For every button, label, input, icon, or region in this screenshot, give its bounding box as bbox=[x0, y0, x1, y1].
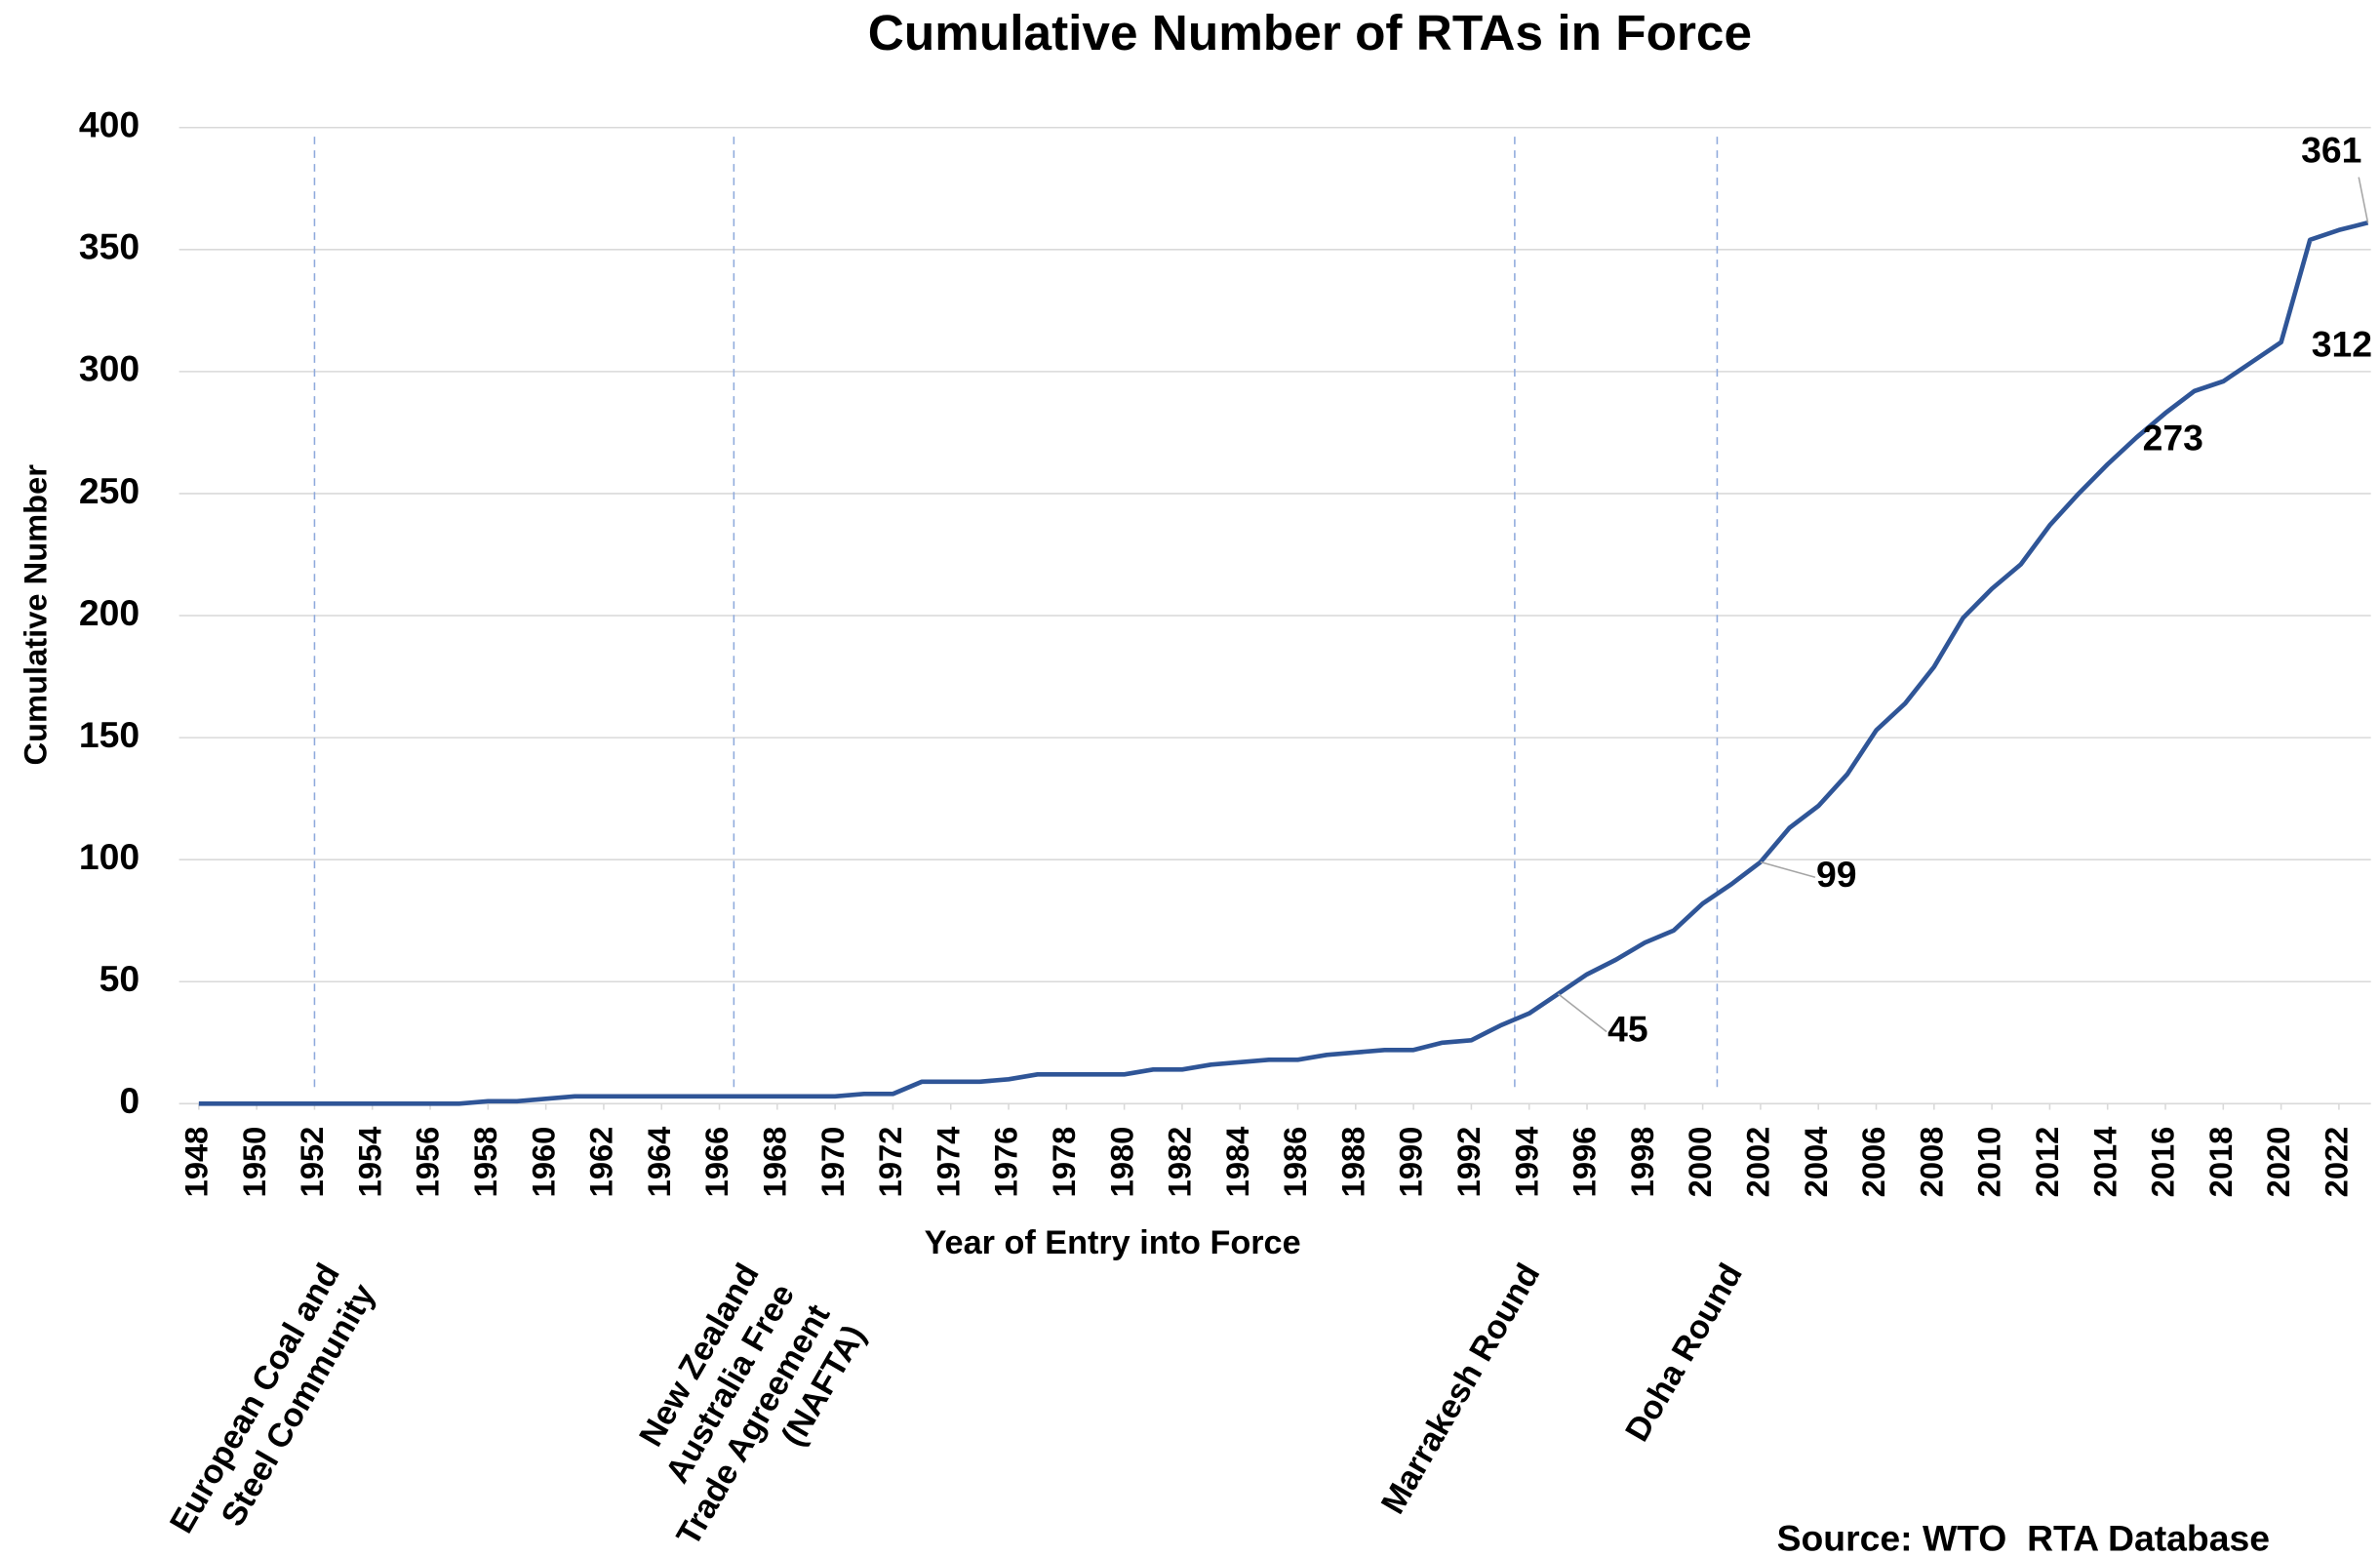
y-tick-label: 100 bbox=[79, 836, 139, 877]
x-tick-label: 1970 bbox=[814, 1127, 851, 1198]
x-tick-label: 2008 bbox=[1913, 1127, 1949, 1198]
x-tick-label: 1962 bbox=[583, 1127, 619, 1198]
x-tick-label: 2020 bbox=[2260, 1127, 2296, 1198]
x-tick-label: 1972 bbox=[872, 1127, 908, 1198]
data-label: 45 bbox=[1607, 1009, 1648, 1050]
y-tick-label: 350 bbox=[79, 226, 139, 267]
y-tick-label: 300 bbox=[79, 348, 139, 389]
data-label: 361 bbox=[2301, 130, 2361, 171]
x-tick-label: 2010 bbox=[1971, 1127, 2007, 1198]
x-tick-label: 2006 bbox=[1855, 1127, 1891, 1198]
label-leader bbox=[1760, 860, 1816, 878]
x-tick-label: 1974 bbox=[930, 1127, 966, 1198]
x-tick-label: 1982 bbox=[1162, 1127, 1198, 1198]
y-tick-label: 150 bbox=[79, 714, 139, 755]
y-axis-label: Cumulative Number bbox=[18, 464, 54, 766]
x-tick-label: 2016 bbox=[2145, 1127, 2181, 1198]
x-tick-label: 1996 bbox=[1567, 1127, 1603, 1198]
label-leader bbox=[1557, 993, 1607, 1033]
x-tick-label: 1948 bbox=[178, 1127, 214, 1198]
x-tick-label: 1950 bbox=[236, 1127, 272, 1198]
x-tick-label: 1960 bbox=[525, 1127, 561, 1198]
x-tick-label: 2002 bbox=[1740, 1127, 1776, 1198]
y-tick-label: 0 bbox=[119, 1080, 139, 1121]
x-tick-label: 1986 bbox=[1277, 1127, 1313, 1198]
x-tick-label: 1958 bbox=[467, 1127, 503, 1198]
x-tick-label: 1978 bbox=[1046, 1127, 1082, 1198]
x-tick-label: 1966 bbox=[698, 1127, 734, 1198]
x-tick-label: 1988 bbox=[1334, 1127, 1370, 1198]
x-tick-label: 2012 bbox=[2029, 1127, 2065, 1198]
x-tick-label: 1984 bbox=[1219, 1127, 1255, 1198]
x-tick-label: 1976 bbox=[988, 1127, 1024, 1198]
x-tick-label: 2014 bbox=[2086, 1127, 2122, 1198]
event-label: Doha Round bbox=[1618, 1258, 1750, 1448]
x-tick-label: 1956 bbox=[410, 1127, 446, 1198]
x-tick-label: 1980 bbox=[1103, 1127, 1139, 1198]
data-label: 273 bbox=[2143, 417, 2203, 458]
chart-title: Cumulative Number of RTAs in Force bbox=[868, 5, 1752, 60]
x-tick-label: 1952 bbox=[294, 1127, 330, 1198]
x-tick-label: 2000 bbox=[1682, 1127, 1718, 1198]
x-tick-label: 1998 bbox=[1624, 1127, 1660, 1198]
y-tick-label: 200 bbox=[79, 592, 139, 633]
x-axis-label: Year of Entry into Force bbox=[925, 1224, 1301, 1261]
y-tick-label: 400 bbox=[79, 104, 139, 145]
x-tick-label: 1964 bbox=[641, 1127, 677, 1198]
data-label: 99 bbox=[1816, 854, 1857, 895]
x-tick-label: 1990 bbox=[1393, 1127, 1429, 1198]
source-note: Source: WTO RTA Database bbox=[1777, 1517, 2270, 1557]
x-tick-label: 2022 bbox=[2319, 1127, 2355, 1198]
y-tick-label: 250 bbox=[79, 470, 139, 511]
x-tick-label: 1954 bbox=[351, 1127, 387, 1198]
data-line bbox=[198, 220, 2369, 1106]
x-tick-label: 2018 bbox=[2202, 1127, 2239, 1198]
y-tick-label: 50 bbox=[99, 958, 140, 999]
data-label: 312 bbox=[2312, 323, 2372, 364]
x-tick-label: 1992 bbox=[1450, 1127, 1487, 1198]
label-leader bbox=[2358, 177, 2369, 223]
x-tick-label: 2004 bbox=[1798, 1127, 1834, 1198]
event-label: Marrakesh Round bbox=[1374, 1258, 1547, 1520]
x-tick-label: 1968 bbox=[756, 1127, 792, 1198]
x-tick-label: 1994 bbox=[1508, 1127, 1544, 1198]
